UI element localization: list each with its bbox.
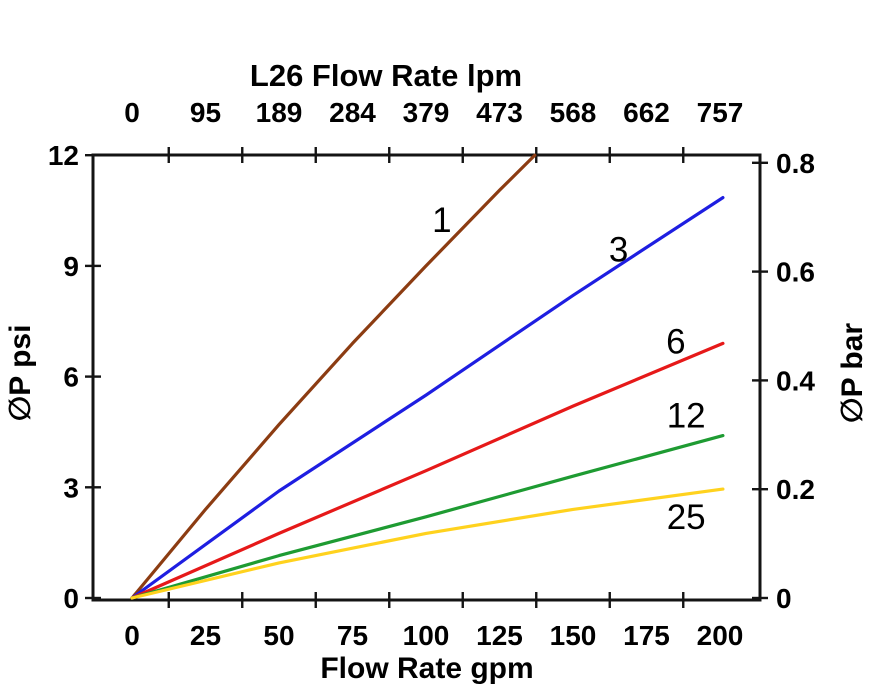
- bottom-tick-label-6: 150: [550, 620, 597, 651]
- bottom-axis-title: Flow Rate gpm: [320, 652, 533, 685]
- right-tick-label-3: 0.6: [776, 257, 815, 288]
- bottom-tick-label-2: 50: [263, 620, 294, 651]
- top-tick-label-4: 379: [403, 97, 450, 128]
- left-tick-label-1: 3: [63, 472, 79, 503]
- right-tick-label-1: 0.2: [776, 474, 815, 505]
- bottom-tick-label-8: 200: [697, 620, 744, 651]
- curve-label-1: 1: [432, 201, 451, 240]
- bottom-tick-label-3: 75: [337, 620, 368, 651]
- curve-label-12: 12: [667, 396, 706, 435]
- curve-12: [130, 434, 725, 600]
- chart-title: L26 Flow Rate lpm: [250, 58, 522, 93]
- top-tick-label-1: 95: [190, 97, 221, 128]
- left-tick-label-0: 0: [63, 583, 79, 614]
- top-tick-label-7: 662: [623, 97, 670, 128]
- curve-label-25: 25: [667, 498, 706, 537]
- top-tick-label-3: 284: [329, 97, 376, 128]
- right-tick-label-2: 0.4: [776, 365, 815, 396]
- left-tick-label-4: 12: [48, 140, 79, 171]
- bottom-tick-label-1: 25: [190, 620, 221, 651]
- curve-label-6: 6: [666, 323, 685, 362]
- curve-6: [130, 341, 725, 600]
- right-tick-label-0: 0: [776, 583, 792, 614]
- curve-1: [130, 153, 537, 600]
- left-tick-label-2: 6: [63, 362, 79, 393]
- curve-label-3: 3: [609, 230, 628, 269]
- bottom-tick-label-0: 0: [124, 620, 140, 651]
- top-tick-label-2: 189: [256, 97, 303, 128]
- top-tick-label-8: 757: [697, 97, 744, 128]
- top-tick-label-0: 0: [124, 97, 140, 128]
- top-tick-label-6: 568: [550, 97, 597, 128]
- left-axis-title: ∅P psi: [4, 325, 37, 422]
- bottom-tick-label-7: 175: [623, 620, 670, 651]
- curve-25: [130, 487, 725, 600]
- curve-3: [130, 196, 725, 600]
- bottom-tick-label-4: 100: [403, 620, 450, 651]
- right-axis-title: ∅P bar: [836, 323, 869, 424]
- top-tick-label-5: 473: [476, 97, 523, 128]
- left-tick-label-3: 9: [63, 251, 79, 282]
- bottom-tick-label-5: 125: [476, 620, 523, 651]
- right-tick-label-4: 0.8: [776, 148, 815, 179]
